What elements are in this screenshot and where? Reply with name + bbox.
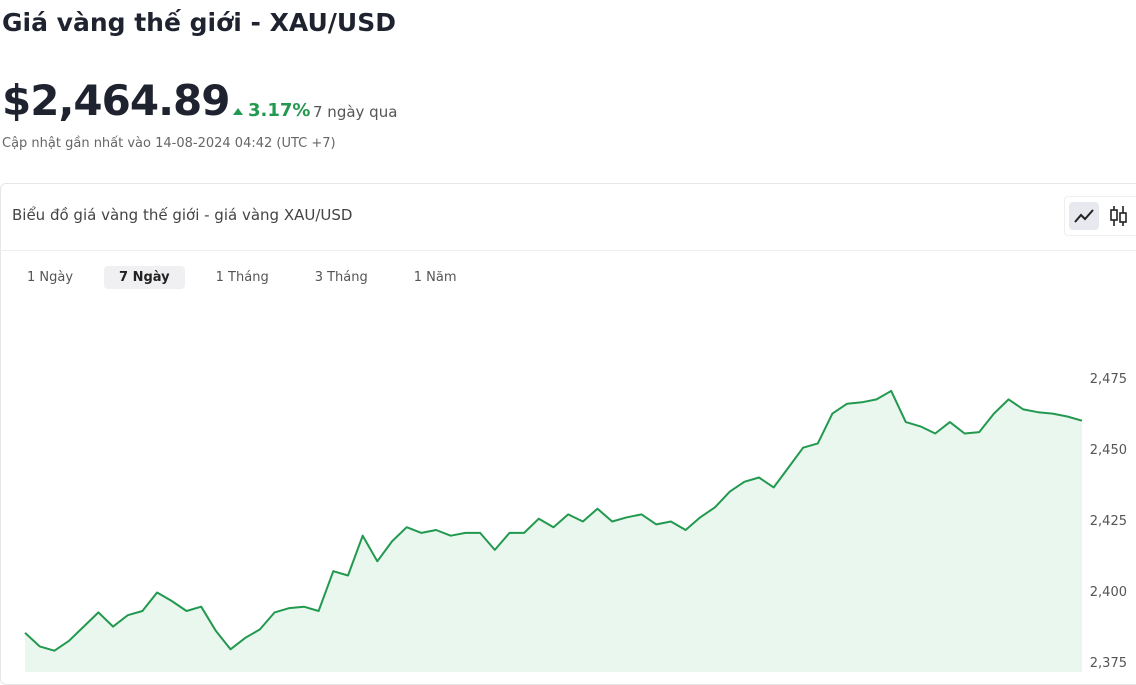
y-tick-label: 2,450 xyxy=(1090,443,1127,458)
line xyxy=(24,389,1083,652)
tabs: 1 Ngày 7 Ngày 1 Tháng 3 Tháng 1 Năm xyxy=(12,266,488,289)
y-tick-label: 2,375 xyxy=(1090,656,1127,671)
tab[interactable]: 3 Tháng xyxy=(314,270,368,285)
tab[interactable]: 1 Tháng xyxy=(215,270,269,285)
up-arrow xyxy=(233,108,243,115)
area xyxy=(25,390,1082,672)
y-tick-label: 2,400 xyxy=(1090,585,1127,600)
change: 3.17% xyxy=(232,100,310,121)
tab[interactable]: 7 Ngày xyxy=(104,266,185,289)
separator xyxy=(0,250,1136,251)
card-title: Biểu đồ giá vàng thế giới - giá vàng XAU… xyxy=(12,206,353,224)
tab[interactable]: 1 Năm xyxy=(413,270,457,285)
updated: Cập nhật gần nhất vào 14-08-2024 04:42 (… xyxy=(2,136,336,151)
change-value: 3.17% xyxy=(248,100,311,121)
y-tick-label: 2,475 xyxy=(1090,372,1127,387)
candle-mode[interactable] xyxy=(1110,206,1127,226)
page-title: Giá vàng thế giới - XAU/USD xyxy=(2,8,396,37)
y-tick-label: 2,425 xyxy=(1090,514,1127,529)
line-mode[interactable] xyxy=(1069,202,1099,230)
price: $2,464.89 xyxy=(2,76,230,125)
mode-icons xyxy=(1069,202,1127,230)
tab[interactable]: 1 Ngày xyxy=(27,270,74,285)
chart-mode xyxy=(1064,196,1136,236)
period: 7 ngày qua xyxy=(313,103,398,121)
